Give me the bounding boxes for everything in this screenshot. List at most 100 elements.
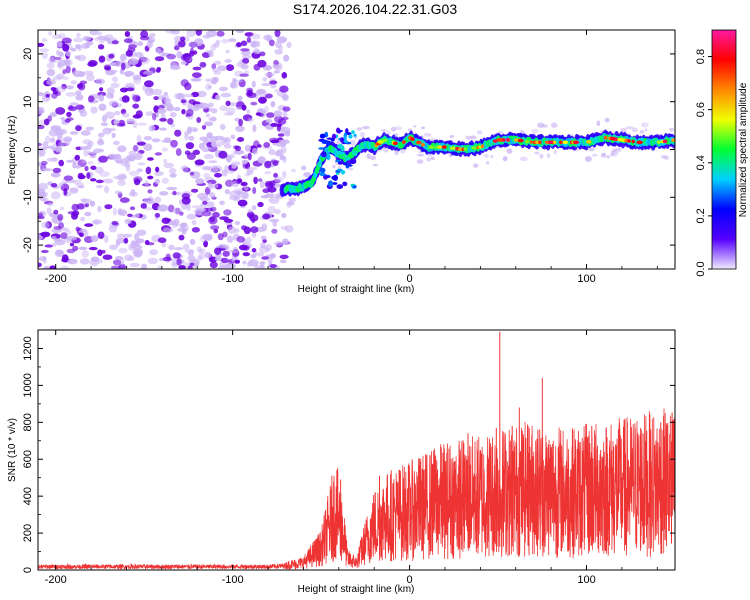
ridge-core <box>428 145 435 149</box>
noise-blob <box>252 124 257 133</box>
noise-blob <box>74 182 85 187</box>
noise-blob <box>133 250 143 258</box>
noise-blob <box>42 52 48 60</box>
noise-blob <box>180 36 186 42</box>
noise-blob <box>221 169 228 177</box>
halo-blob <box>290 168 297 173</box>
colorbar-ticks: 0.0 0.2 0.4 0.6 0.8 <box>695 49 712 277</box>
noise-blob <box>163 162 175 169</box>
noise-blob <box>56 250 64 256</box>
noise-blob <box>242 260 247 265</box>
noise-blob <box>281 116 289 121</box>
noise-blob <box>268 149 276 156</box>
noise-blob <box>270 160 280 164</box>
noise-blob <box>262 213 271 220</box>
ridge-scatter <box>321 139 329 144</box>
noise-blob <box>187 41 199 48</box>
ridge-scatter <box>349 158 357 165</box>
noise-blob <box>252 147 258 155</box>
noise-blob <box>194 159 205 166</box>
noise-blob <box>122 233 133 238</box>
noise-blob <box>268 218 280 223</box>
noise-blob <box>90 165 97 170</box>
noise-blob <box>168 244 175 251</box>
noise-blob <box>260 235 267 240</box>
noise-blob <box>120 87 128 93</box>
noise-blob <box>89 154 96 159</box>
ridge-scatter <box>336 184 344 190</box>
noise-blob <box>273 59 279 66</box>
noise-blob <box>149 32 156 38</box>
noise-blob <box>122 112 130 118</box>
noise-blob <box>212 211 220 218</box>
halo-blob <box>416 159 424 165</box>
noise-blob <box>124 254 133 261</box>
noise-blob <box>264 160 272 169</box>
noise-blob <box>236 42 242 48</box>
noise-blob <box>124 31 131 37</box>
noise-blob <box>119 209 128 216</box>
noise-blob <box>75 44 82 49</box>
noise-blob <box>154 178 160 184</box>
noise-blob <box>106 92 114 99</box>
noise-blob <box>186 126 193 134</box>
noise-blob <box>78 246 87 250</box>
noise-blob <box>83 70 94 76</box>
ridge-core <box>416 140 422 145</box>
noise-blob <box>166 53 176 60</box>
noise-blob <box>174 92 183 100</box>
noise-blob <box>255 112 262 116</box>
noise-blob <box>196 246 202 253</box>
noise-blob <box>90 151 98 155</box>
ridge-core <box>572 140 580 145</box>
noise-blob <box>98 103 107 112</box>
noise-blob <box>134 152 143 160</box>
noise-blob <box>118 247 128 254</box>
noise-blob <box>87 61 97 67</box>
noise-blob <box>171 258 177 266</box>
noise-blob <box>154 217 159 221</box>
noise-blob <box>95 184 104 189</box>
noise-blob <box>46 62 55 69</box>
noise-blob <box>225 179 234 187</box>
ridge-scatter <box>342 162 348 166</box>
noise-blob <box>223 143 232 149</box>
ridge-scatter <box>353 133 357 137</box>
noise-blob <box>192 149 201 155</box>
noise-blob <box>104 204 113 210</box>
noise-blob <box>173 106 181 112</box>
noise-blob <box>134 51 143 58</box>
noise-blob <box>42 141 49 149</box>
snr-y-axis: 0 200 400 600 800 1000 1200 <box>22 329 675 573</box>
halo-blob <box>546 153 551 159</box>
noise-blob <box>199 102 210 110</box>
halo-blob <box>631 127 638 133</box>
noise-blob <box>78 174 86 180</box>
noise-blob <box>93 148 104 153</box>
noise-blob <box>157 237 167 243</box>
noise-blob <box>268 196 280 204</box>
noise-blob <box>273 172 278 178</box>
noise-blob <box>66 85 74 90</box>
snr-spikes <box>331 331 672 556</box>
noise-blob <box>46 79 56 86</box>
spectrogram-y-label: Frequency (Hz) <box>7 116 18 185</box>
noise-blob <box>103 178 114 184</box>
noise-blob <box>225 154 232 163</box>
noise-blob <box>279 85 289 93</box>
noise-blob <box>228 249 239 254</box>
noise-blob <box>199 136 209 142</box>
noise-blob <box>261 223 268 232</box>
noise-blob <box>74 154 81 161</box>
noise-blob <box>199 197 211 202</box>
noise-blob <box>186 152 196 160</box>
noise-blob <box>151 138 161 143</box>
noise-blob <box>128 191 138 197</box>
noise-blob <box>180 99 187 104</box>
noise-blob <box>117 145 127 153</box>
snr-line <box>38 408 675 570</box>
noise-blob <box>94 166 104 174</box>
noise-blob <box>186 30 196 37</box>
ridge-core <box>656 140 661 144</box>
noise-blob <box>273 176 284 183</box>
